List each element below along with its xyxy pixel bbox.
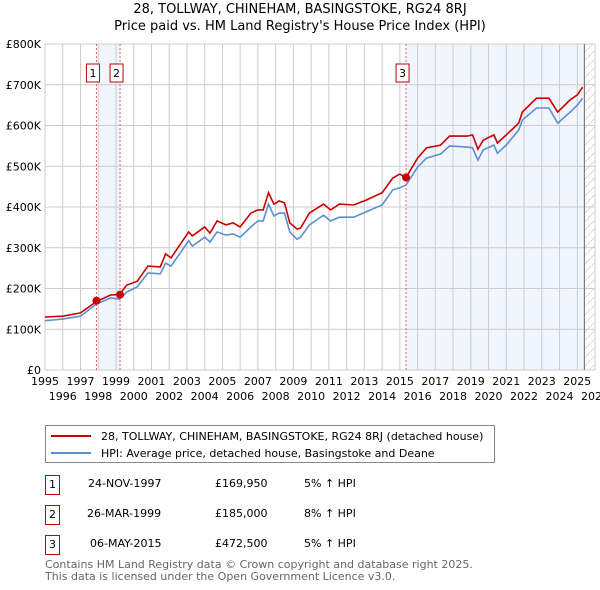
sale-marker-box: [85, 63, 100, 83]
table-row: 2 26-MAR-1999 £185,000 8% ↑ HPI: [45, 505, 465, 525]
sale-marker: 3: [45, 535, 60, 555]
x-tick-label: 2009: [279, 375, 307, 388]
y-tick-label: £200K: [6, 283, 42, 296]
sale-point: [402, 173, 411, 182]
sale-marker-box: [395, 63, 410, 83]
y-tick-label: £600K: [6, 120, 42, 133]
x-tick-label: 2014: [368, 390, 396, 403]
legend-item-hpi: HPI: Average price, detached house, Basi…: [46, 445, 435, 461]
series-line: [44, 86, 584, 318]
x-tick-label: 1998: [84, 390, 112, 403]
x-tick-label: 2010: [297, 390, 325, 403]
sale-marker: 2: [45, 505, 60, 525]
sale-marker-label: 1: [89, 67, 96, 80]
x-tick-label: 1999: [102, 375, 130, 388]
x-tick-label: 2000: [120, 390, 148, 403]
sale-hpi: 5% ↑ HPI: [304, 477, 356, 490]
x-tick-label: 2023: [528, 375, 556, 388]
legend: 28, TOLLWAY, CHINEHAM, BASINGSTOKE, RG24…: [45, 425, 495, 463]
sale-point: [116, 290, 125, 299]
chart-title: 28, TOLLWAY, CHINEHAM, BASINGSTOKE, RG24…: [133, 2, 467, 17]
x-tick-label: 2012: [333, 390, 361, 403]
x-tick-label: 2022: [510, 390, 538, 403]
x-tick-label: 2008: [262, 390, 290, 403]
x-tick-label: 1996: [49, 390, 77, 403]
legend-label: HPI: Average price, detached house, Basi…: [101, 446, 435, 460]
sale-price: £472,500: [215, 537, 268, 550]
x-tick-label: 2004: [191, 390, 219, 403]
x-tick-label: 2011: [315, 375, 343, 388]
x-tick-label: 2003: [173, 375, 201, 388]
sale-marker-label: 2: [113, 67, 120, 80]
sale-price: £185,000: [215, 507, 268, 520]
series-line: [44, 97, 584, 322]
x-tick-label: 2002: [155, 390, 183, 403]
table-row: 1 24-NOV-1997 £169,950 5% ↑ HPI: [45, 475, 465, 495]
x-tick-label: 2020: [475, 390, 503, 403]
footer: Contains HM Land Registry data © Crown c…: [45, 559, 473, 583]
legend-swatch-blue: [51, 452, 91, 454]
y-tick-label: £100K: [6, 323, 42, 336]
x-tick-label: 2005: [208, 375, 236, 388]
sale-marker: 1: [45, 475, 60, 495]
sale-date: 24-NOV-1997: [88, 477, 162, 490]
x-tick-label: 2019: [457, 375, 485, 388]
y-tick-label: £400K: [6, 201, 42, 214]
x-tick-label: 2026: [581, 390, 600, 403]
copyright-text: Contains HM Land Registry data © Crown c…: [45, 558, 473, 571]
y-tick-label: £300K: [6, 242, 42, 255]
sale-point: [92, 296, 101, 305]
chart-subtitle: Price paid vs. HM Land Registry's House …: [114, 19, 486, 34]
legend-item-property: 28, TOLLWAY, CHINEHAM, BASINGSTOKE, RG24…: [46, 428, 483, 444]
y-tick-label: £0: [27, 364, 41, 377]
x-tick-label: 2013: [350, 375, 378, 388]
sale-date: 06-MAY-2015: [90, 537, 162, 550]
x-tick-label: 2017: [421, 375, 449, 388]
sale-hpi: 5% ↑ HPI: [304, 537, 356, 550]
x-tick-label: 2015: [386, 375, 414, 388]
sale-hpi: 8% ↑ HPI: [304, 507, 356, 520]
x-tick-label: 1997: [66, 375, 94, 388]
y-tick-label: £700K: [6, 79, 42, 92]
x-tick-label: 1995: [31, 375, 59, 388]
sale-price: £169,950: [215, 477, 268, 490]
sale-marker-label: 3: [399, 67, 406, 80]
x-tick-label: 2007: [244, 375, 272, 388]
x-tick-label: 2021: [492, 375, 520, 388]
y-tick-label: £800K: [6, 38, 42, 51]
x-tick-label: 2001: [137, 375, 165, 388]
price-chart: 1995 1996 1997 1998 1999 2000 2001 2002 2003 2004…: [6, 38, 600, 403]
x-tick-label: 2025: [563, 375, 591, 388]
sale-date: 26-MAR-1999: [87, 507, 162, 520]
x-tick-label: 2018: [439, 390, 467, 403]
x-tick-label: 2024: [546, 390, 574, 403]
y-tick-label: £500K: [6, 160, 42, 173]
sale-marker-box: [109, 63, 124, 83]
license-text: This data is licensed under the Open Gov…: [45, 570, 396, 583]
x-tick-label: 2006: [226, 390, 254, 403]
legend-swatch-red: [51, 435, 91, 437]
table-row: 3 06-MAY-2015 £472,500 5% ↑ HPI: [45, 535, 465, 555]
x-tick-label: 2016: [404, 390, 432, 403]
legend-label: 28, TOLLWAY, CHINEHAM, BASINGSTOKE, RG24…: [101, 429, 484, 443]
